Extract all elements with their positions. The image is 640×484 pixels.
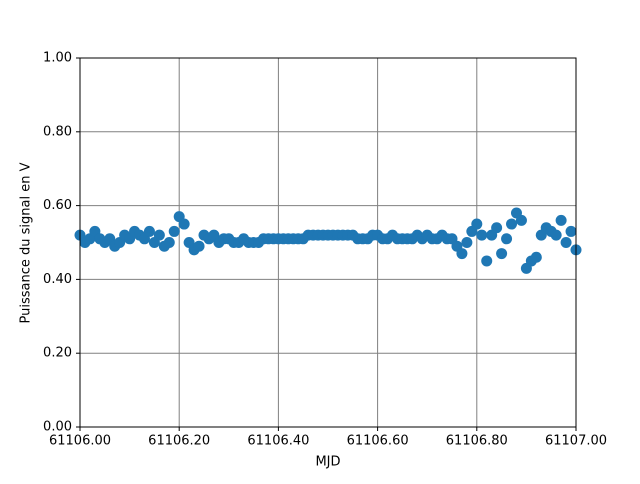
point (456, 248, 468, 260)
point (178, 218, 190, 230)
y-tick-label: 0.60 (43, 198, 72, 213)
y-axis-label: Puissance du signal en V (19, 162, 34, 323)
point (565, 225, 577, 237)
plot-frame (79, 57, 577, 428)
y-tick-label: 0.80 (43, 124, 72, 139)
point (461, 237, 473, 248)
x-tick-label: 61107.00 (545, 434, 607, 449)
point (550, 229, 562, 241)
point (193, 240, 205, 252)
point (481, 255, 493, 267)
point (506, 218, 518, 230)
point (476, 229, 488, 241)
point (560, 237, 572, 248)
point (555, 214, 567, 226)
y-tick-label: 0.00 (43, 420, 72, 435)
point (143, 225, 155, 237)
x-tick-label: 61106.40 (247, 434, 309, 449)
x-tick-label: 61106.80 (446, 434, 508, 449)
x-axis-label: MJD (315, 455, 340, 470)
point (515, 214, 527, 226)
point (501, 233, 513, 245)
point (471, 218, 483, 230)
point (153, 229, 165, 241)
point (163, 237, 175, 248)
y-tick-label: 1.00 (43, 51, 72, 66)
point (491, 222, 503, 234)
point (530, 251, 542, 263)
point (496, 248, 508, 260)
y-tick-label: 0.40 (43, 272, 72, 287)
x-tick-label: 61106.60 (347, 434, 409, 449)
x-tick-label: 61106.00 (49, 434, 111, 449)
x-tick-label: 61106.20 (148, 434, 210, 449)
point (168, 225, 180, 237)
y-tick-label: 0.20 (43, 346, 72, 361)
